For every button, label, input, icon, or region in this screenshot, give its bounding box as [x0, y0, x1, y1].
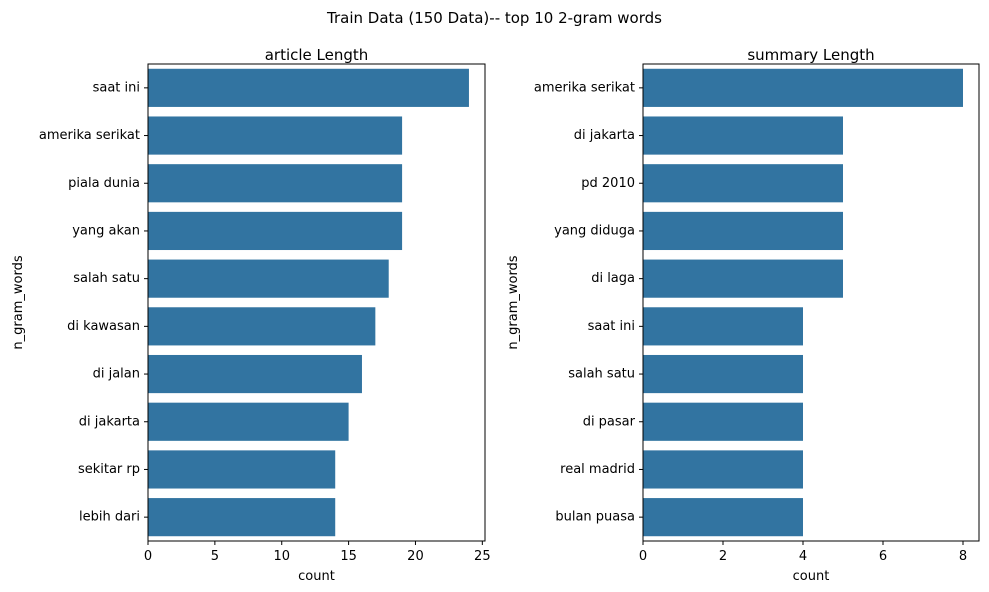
- x-axis-label: count: [298, 569, 335, 584]
- y-tick-label: pd 2010: [581, 176, 635, 191]
- x-ticks-group: 0 5 10 15 20 25: [144, 541, 491, 564]
- x-tick-label: 0: [639, 549, 647, 564]
- x-tick-label: 15: [340, 549, 357, 564]
- y-tick-label: amerika serikat: [534, 80, 635, 95]
- plot-frame: [147, 63, 486, 542]
- x-ticks-group: 0 2 4 6 8: [639, 541, 967, 564]
- bar: [643, 402, 803, 441]
- y-tick-label: yang diduga: [554, 223, 635, 238]
- y-ticks-group: saat ini amerika serikat piala dunia yang a…: [39, 80, 148, 525]
- bar: [643, 498, 803, 537]
- bar: [148, 211, 403, 251]
- x-tick-label: 10: [273, 549, 290, 564]
- y-tick-label: saat ini: [93, 80, 140, 95]
- y-tick-label: di kawasan: [67, 319, 140, 334]
- bar: [148, 307, 376, 346]
- y-tick-label: bulan puasa: [555, 510, 635, 525]
- x-tick-label: 6: [879, 549, 887, 564]
- chart-title: article Length: [265, 46, 369, 64]
- bar: [643, 307, 803, 346]
- figure-title: Train Data (150 Data)-- top 10 2-gram wo…: [326, 9, 662, 27]
- y-tick-label: di laga: [591, 271, 635, 286]
- bar: [643, 68, 963, 107]
- bar: [643, 164, 843, 203]
- chart-title: summary Length: [747, 46, 874, 64]
- y-axis-label: n_gram_words: [11, 255, 26, 349]
- chart-article-length: article Length saat ini amerika serikat pi…: [11, 46, 491, 584]
- bar: [643, 354, 803, 394]
- bar: [148, 116, 403, 155]
- bars-group: [643, 68, 963, 537]
- x-tick-label: 8: [959, 549, 967, 564]
- x-tick-label: 20: [407, 549, 424, 564]
- bar: [148, 402, 349, 441]
- bar: [643, 259, 843, 298]
- y-tick-label: di jakarta: [79, 414, 140, 429]
- bar: [148, 450, 336, 489]
- x-tick-label: 5: [211, 549, 219, 564]
- y-tick-label: yang akan: [72, 223, 140, 238]
- x-tick-label: 0: [144, 549, 152, 564]
- y-tick-label: salah satu: [568, 367, 635, 382]
- bar: [643, 211, 843, 251]
- x-tick-label: 2: [719, 549, 727, 564]
- y-tick-label: di jakarta: [574, 128, 635, 143]
- y-tick-label: lebih dari: [79, 510, 140, 525]
- bar: [148, 354, 362, 394]
- bar: [148, 68, 469, 107]
- bar: [148, 498, 336, 537]
- y-tick-label: salah satu: [73, 271, 140, 286]
- y-tick-label: saat ini: [588, 319, 635, 334]
- bar: [643, 116, 843, 155]
- bar: [643, 450, 803, 489]
- bar: [148, 259, 389, 298]
- y-tick-label: sekitar rp: [78, 462, 140, 477]
- y-tick-label: di jalan: [93, 367, 140, 382]
- chart-summary-length: summary Length amerika serikat di jakarta…: [506, 46, 980, 584]
- plot-frame: [642, 63, 980, 542]
- x-axis-label: count: [793, 569, 830, 584]
- bar: [148, 164, 403, 203]
- x-tick-label: 4: [799, 549, 807, 564]
- y-tick-label: real madrid: [560, 462, 635, 477]
- y-tick-label: di pasar: [583, 414, 636, 429]
- y-axis-label: n_gram_words: [506, 255, 521, 349]
- bars-group: [148, 68, 469, 537]
- y-tick-label: piala dunia: [68, 176, 140, 191]
- x-tick-label: 25: [474, 549, 491, 564]
- y-tick-label: amerika serikat: [39, 128, 140, 143]
- y-ticks-group: amerika serikat di jakarta pd 2010 yang did…: [534, 80, 643, 525]
